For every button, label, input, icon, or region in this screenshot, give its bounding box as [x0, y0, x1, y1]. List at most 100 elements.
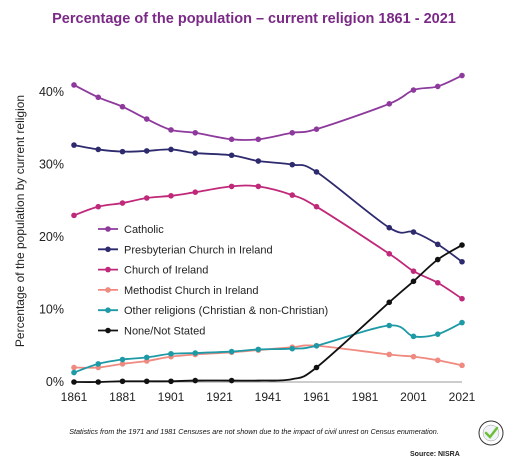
data-point [192, 150, 199, 156]
y-tick-label: 10% [39, 303, 64, 317]
data-point [289, 129, 296, 136]
data-point [459, 72, 465, 79]
data-point [386, 351, 393, 358]
data-point [168, 127, 174, 133]
data-point [71, 212, 77, 219]
nisra-logo [478, 420, 504, 446]
data-point [71, 379, 77, 385]
x-tick-label: 1921 [206, 390, 233, 404]
data-point [143, 354, 150, 361]
legend-marker [105, 246, 111, 253]
data-point [228, 183, 235, 190]
data-point [410, 229, 417, 235]
data-point [459, 258, 465, 265]
legend-item: Church of Ireland [98, 265, 208, 277]
x-tick-label: 1881 [109, 390, 136, 404]
y-axis-label: Percentage of the population by current … [13, 95, 27, 347]
data-point [95, 94, 102, 101]
legend-marker [105, 266, 111, 273]
data-point [95, 203, 102, 210]
legend-item: Presbyterian Church in Ireland [98, 244, 273, 256]
data-point [71, 82, 77, 88]
data-point [228, 152, 235, 159]
data-point [255, 136, 262, 143]
data-point [71, 369, 77, 376]
x-tick-label: 1861 [61, 390, 88, 404]
footnote: Statistics from the 1971 and 1981 Census… [69, 427, 439, 436]
data-point [459, 295, 465, 302]
data-point [119, 378, 126, 385]
legend-label: Presbyterian Church in Ireland [124, 244, 273, 256]
x-tick-label: 1941 [255, 390, 282, 404]
data-point [192, 377, 199, 384]
series-1 [71, 142, 465, 265]
legend-marker [105, 226, 111, 232]
data-point [143, 378, 150, 385]
legend-label: None/Not Stated [124, 326, 205, 338]
legend-item: None/Not Stated [98, 326, 205, 338]
x-tick-label: 1961 [303, 390, 330, 404]
y-tick-label: 0% [46, 375, 64, 389]
legend-label: Church of Ireland [124, 265, 208, 277]
data-point [192, 350, 199, 356]
data-point [434, 279, 441, 286]
legend-marker [105, 287, 111, 293]
data-point [313, 126, 320, 132]
data-point [386, 299, 393, 306]
legend-label: Catholic [124, 224, 164, 236]
line-chart: 0% 10% 20% 30% 40% 1861 1881 1901 1921 1941 1961 19… [13, 72, 476, 404]
legend-marker [105, 327, 111, 334]
data-point [168, 378, 174, 385]
data-point [255, 346, 262, 353]
data-point [192, 129, 199, 136]
data-point [434, 241, 441, 248]
series-line [73, 244, 463, 383]
x-tick-label: 1981 [352, 390, 379, 404]
data-point [313, 169, 320, 175]
data-point [95, 146, 102, 153]
x-tick-label: 1901 [158, 390, 185, 404]
data-point [168, 350, 174, 357]
data-point [228, 377, 235, 384]
data-point [95, 379, 102, 385]
data-point [386, 250, 393, 257]
data-point [410, 278, 417, 285]
data-point [313, 364, 320, 371]
data-point [459, 362, 465, 369]
legend-item: Other religions (Christian & non-Christi… [98, 305, 328, 317]
series-line [73, 184, 463, 300]
series-line [73, 74, 463, 142]
series-4 [71, 319, 465, 376]
data-point [119, 361, 126, 367]
data-point [459, 319, 465, 326]
data-point [434, 331, 441, 337]
data-point [255, 158, 262, 164]
data-point [289, 345, 296, 352]
legend-marker [105, 307, 111, 314]
data-point [386, 224, 393, 231]
data-point [410, 353, 417, 360]
data-point [71, 364, 77, 371]
series-5 [71, 242, 465, 385]
series-layer [71, 72, 465, 385]
data-point [71, 142, 77, 148]
data-point [192, 189, 199, 195]
x-tick-label: 2001 [400, 390, 427, 404]
data-point [434, 83, 441, 90]
legend: Catholic Presbyterian Church in Ireland Ch… [98, 224, 328, 338]
chart-title: Percentage of the population – current r… [52, 11, 456, 27]
data-point [168, 146, 174, 153]
data-point [143, 195, 150, 201]
data-point [410, 87, 417, 93]
source-note: Source: NISRA [410, 451, 460, 458]
data-point [143, 148, 150, 154]
series-3 [71, 342, 465, 371]
data-point [386, 101, 393, 107]
data-point [386, 322, 393, 329]
data-point [228, 348, 235, 355]
data-point [410, 333, 417, 340]
data-point [289, 161, 296, 168]
legend-item: Methodist Church in Ireland [98, 285, 259, 297]
data-point [228, 136, 235, 143]
data-point [289, 192, 296, 198]
